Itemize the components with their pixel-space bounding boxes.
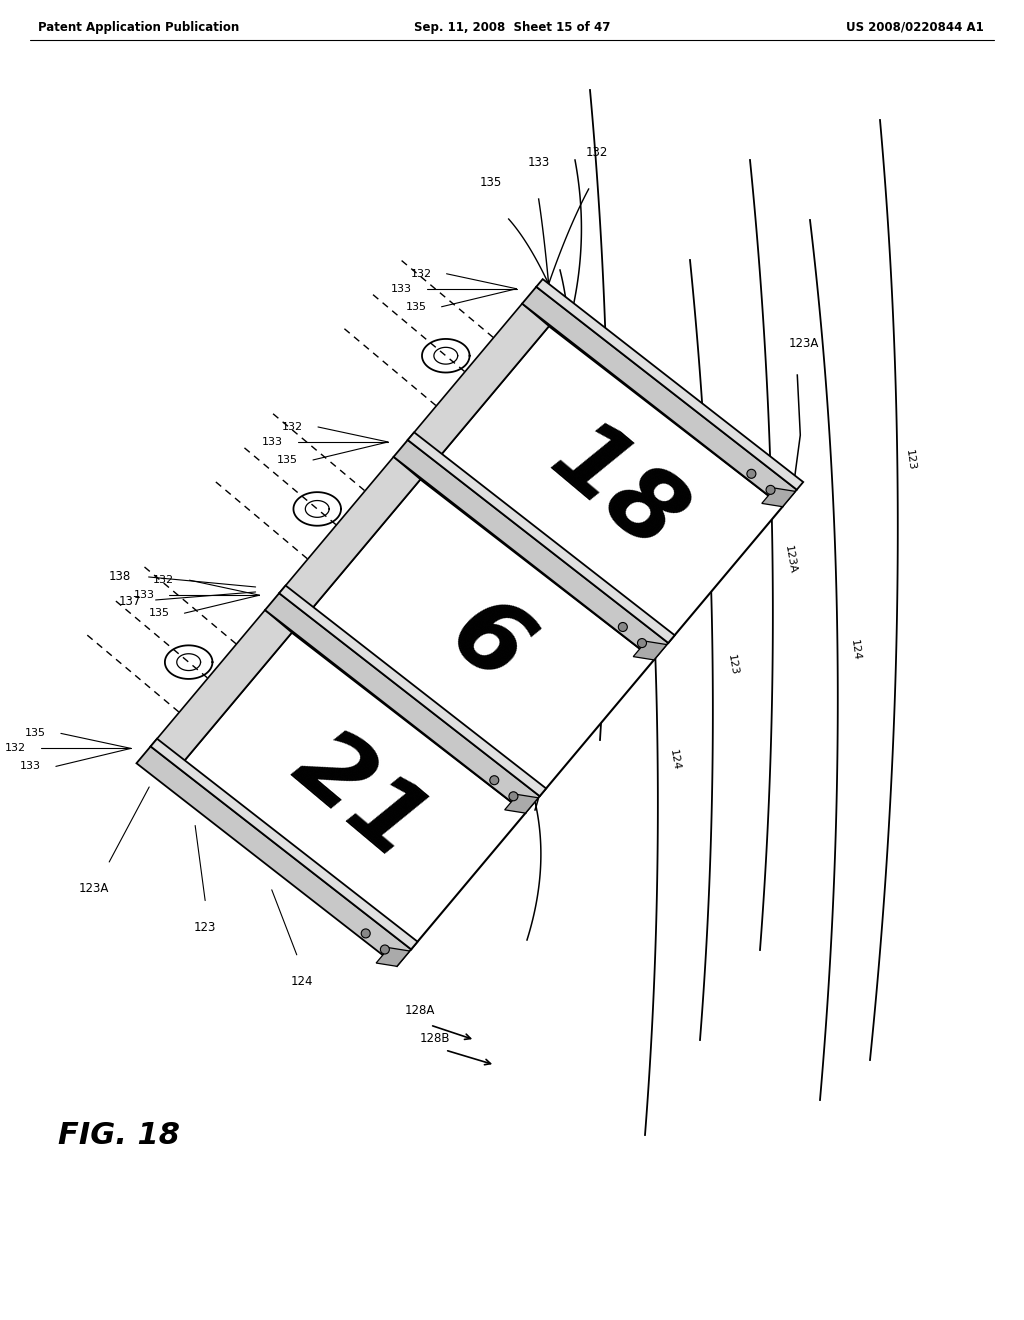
Text: 132: 132 — [586, 147, 608, 158]
Polygon shape — [151, 739, 418, 949]
Text: 135: 135 — [278, 455, 298, 465]
Text: 135: 135 — [479, 176, 502, 189]
Text: Sep. 11, 2008  Sheet 15 of 47: Sep. 11, 2008 Sheet 15 of 47 — [414, 21, 610, 33]
Text: US 2008/0220844 A1: US 2008/0220844 A1 — [846, 21, 984, 33]
Polygon shape — [177, 632, 525, 949]
Text: 138: 138 — [109, 570, 131, 583]
Text: 21: 21 — [274, 715, 443, 879]
Text: 137: 137 — [118, 595, 140, 609]
Text: 123A: 123A — [782, 545, 798, 576]
Text: Patent Application Publication: Patent Application Publication — [38, 21, 240, 33]
Polygon shape — [537, 279, 803, 490]
Text: 123: 123 — [903, 449, 916, 471]
Polygon shape — [408, 433, 675, 643]
Circle shape — [361, 929, 371, 939]
Text: 135: 135 — [25, 729, 46, 738]
Text: 128B: 128B — [420, 1032, 451, 1045]
Text: 132: 132 — [154, 576, 174, 585]
Text: 135: 135 — [148, 609, 169, 618]
Text: 18: 18 — [531, 409, 700, 573]
Polygon shape — [136, 746, 411, 966]
Circle shape — [638, 639, 646, 648]
Polygon shape — [522, 286, 797, 507]
Text: FIG. 18: FIG. 18 — [58, 1121, 180, 1150]
Polygon shape — [265, 593, 540, 813]
Polygon shape — [393, 440, 669, 660]
Text: 128A: 128A — [404, 1005, 435, 1016]
Text: 124: 124 — [291, 975, 313, 987]
Circle shape — [766, 486, 775, 495]
Text: 132: 132 — [411, 269, 431, 279]
Polygon shape — [280, 586, 546, 796]
Text: 123A: 123A — [79, 882, 110, 895]
Text: 133: 133 — [262, 437, 283, 447]
Text: 132: 132 — [282, 422, 303, 432]
Text: 124: 124 — [849, 639, 861, 661]
Polygon shape — [633, 642, 667, 660]
Polygon shape — [762, 488, 796, 507]
Circle shape — [489, 776, 499, 784]
Circle shape — [746, 470, 756, 478]
Polygon shape — [151, 610, 292, 768]
Polygon shape — [505, 795, 539, 813]
Text: 133: 133 — [390, 284, 412, 294]
Polygon shape — [376, 948, 410, 966]
Text: 135: 135 — [406, 302, 427, 312]
Text: 133: 133 — [133, 590, 155, 601]
Text: 123A: 123A — [606, 411, 622, 440]
Text: 123: 123 — [726, 653, 739, 676]
Polygon shape — [306, 479, 654, 796]
Text: 133: 133 — [19, 762, 41, 771]
Text: 6: 6 — [430, 585, 546, 704]
Polygon shape — [280, 457, 421, 615]
Text: 123A: 123A — [790, 337, 819, 350]
Circle shape — [509, 792, 518, 801]
Circle shape — [618, 623, 628, 631]
Text: 132: 132 — [5, 743, 26, 754]
Polygon shape — [434, 326, 782, 643]
Text: 124: 124 — [669, 748, 682, 771]
Polygon shape — [408, 304, 549, 462]
Circle shape — [380, 945, 389, 954]
Text: 123: 123 — [194, 920, 216, 933]
Text: 133: 133 — [527, 156, 550, 169]
